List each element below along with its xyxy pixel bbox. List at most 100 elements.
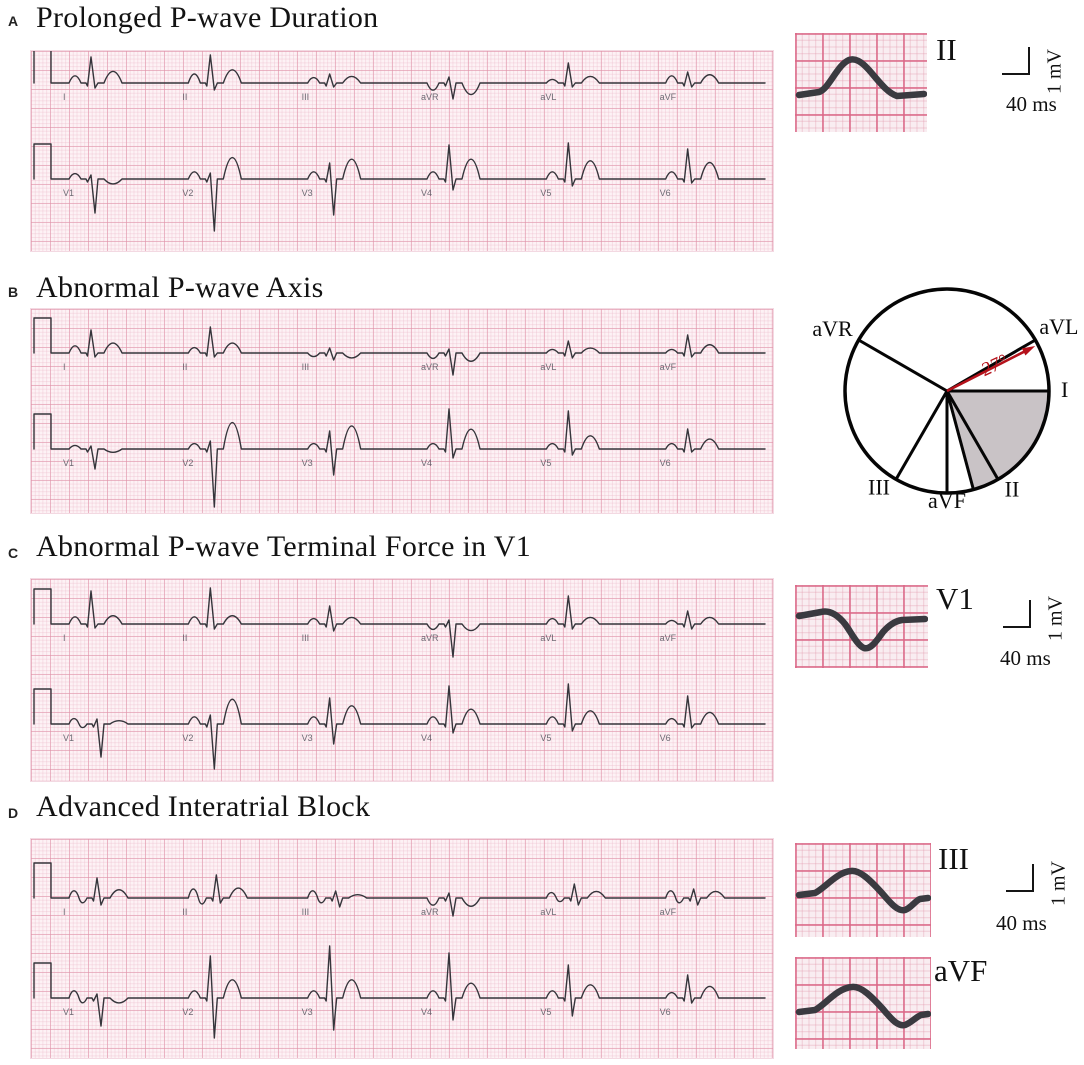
lead-label: V6: [659, 188, 671, 198]
lead-label: II: [182, 92, 188, 102]
ecg-strip-c: I II III aVR aVL aVF V1 V2 V3 V4 V5 V6: [30, 578, 774, 782]
pwave-trace: [795, 867, 931, 914]
lead-label: V3: [301, 458, 313, 468]
lead-label: aVF: [659, 362, 677, 372]
lead-label: I: [63, 92, 66, 102]
lead-label: I: [63, 633, 66, 643]
lead-label: V4: [421, 1007, 433, 1017]
lead-label: V1: [63, 188, 75, 198]
voltage-scale-label: 1 mV: [1044, 596, 1067, 641]
ecg-trace-svg: [33, 862, 766, 1039]
time-scale-label: 40 ms: [1000, 646, 1051, 670]
lead-label: aVF: [659, 92, 677, 102]
lead-label: aVL: [540, 92, 557, 102]
p-axis-angle-label: -27°: [972, 350, 1011, 383]
pwave-trace: [795, 608, 928, 652]
panel-b-letter: B: [8, 284, 19, 300]
pwave-magnified-trace-svg: [795, 56, 927, 100]
lead-label: III: [301, 633, 310, 643]
lead-label: V4: [421, 733, 433, 743]
p-axis-arrow: [946, 349, 1026, 393]
panel-a-letter: A: [8, 13, 19, 29]
ecg-strip-b: I II III aVR aVL aVF V1 V2 V3 V4 V5 V6: [30, 308, 774, 514]
lead-label: aVR: [421, 907, 439, 917]
inset-lead-label: III: [938, 841, 969, 876]
pwave-magnified-trace-svg: [795, 608, 928, 652]
lead-label: V5: [540, 188, 552, 198]
inset-lead-label: aVF: [934, 953, 988, 988]
pwave-inset-lead-avf: [795, 957, 931, 1049]
pwave-inset-lead-iii: [795, 843, 931, 937]
pwave-trace: [795, 56, 927, 100]
pwave-axis-diagram: -27° aVR aVL I II aVF III: [790, 282, 1084, 518]
ecg-trace-svg: [33, 51, 766, 232]
lead-label: aVR: [421, 362, 439, 372]
lead-label: aVR: [421, 633, 439, 643]
lead-label: V2: [182, 188, 194, 198]
pwave-inset-lead-ii: [795, 33, 927, 132]
lead-label: I: [63, 362, 66, 372]
lead-label: aVL: [540, 633, 557, 643]
inset-lead-label: V1: [936, 581, 974, 616]
axis-lead-label: aVL: [1039, 314, 1078, 339]
panel-d-title: Advanced Interatrial Block: [36, 790, 371, 823]
voltage-scale-label: 1 mV: [1047, 861, 1070, 906]
scale-bracket-icon: [1003, 600, 1031, 628]
lead-label: V3: [301, 733, 313, 743]
lead-label: aVL: [540, 362, 557, 372]
lead-label: V6: [659, 1007, 671, 1017]
lead-label: aVL: [540, 907, 557, 917]
inset-lead-label: II: [936, 32, 957, 67]
ecg-strip-a: I II III aVR aVL aVF V1 V2 V3 V4 V5 V6: [30, 50, 774, 252]
ecg-trace: [33, 317, 766, 376]
pwave-magnified-trace-svg: [795, 983, 931, 1029]
panel-c-letter: C: [8, 545, 19, 561]
normal-axis-shaded-sector: [947, 391, 1049, 490]
ecg-trace: [33, 587, 766, 658]
lead-label: V5: [540, 1007, 552, 1017]
lead-label: II: [182, 633, 188, 643]
lead-label: III: [301, 362, 310, 372]
axis-lead-label: I: [1061, 377, 1068, 402]
panel-b-title: Abnormal P-wave Axis: [36, 271, 324, 304]
lead-label: V3: [301, 188, 313, 198]
ecg-trace-svg: [33, 317, 766, 508]
lead-label: II: [182, 907, 188, 917]
lead-label: V6: [659, 458, 671, 468]
ecg-trace: [33, 945, 766, 1039]
time-scale-label: 40 ms: [996, 911, 1047, 935]
lead-label: V5: [540, 458, 552, 468]
lead-label: V3: [301, 1007, 313, 1017]
ecg-strip-d: I II III aVR aVL aVF V1 V2 V3 V4 V5 V6: [30, 838, 774, 1059]
lead-label: V2: [182, 458, 194, 468]
panel-a-title: Prolonged P-wave Duration: [36, 1, 379, 34]
time-scale-label: 40 ms: [1006, 92, 1057, 116]
panel-c-title: Abnormal P-wave Terminal Force in V1: [36, 530, 531, 563]
lead-label: V1: [63, 458, 75, 468]
ecg-trace: [33, 51, 766, 100]
pwave-trace: [795, 983, 931, 1029]
scale-bracket-icon: [1006, 864, 1034, 892]
axis-lead-label: III: [868, 474, 890, 499]
ecg-trace: [33, 408, 766, 508]
lead-label: V2: [182, 733, 194, 743]
lead-label: aVF: [659, 907, 677, 917]
axis-lead-label: aVF: [928, 488, 966, 513]
lead-label: aVR: [421, 92, 439, 102]
lead-label: V4: [421, 458, 433, 468]
axis-lead-label: II: [1005, 476, 1020, 501]
p-axis-arrowhead: [1021, 346, 1036, 356]
lead-label: aVF: [659, 633, 677, 643]
pwave-magnified-trace-svg: [795, 867, 931, 914]
panel-d-letter: D: [8, 805, 19, 821]
lead-label: V4: [421, 188, 433, 198]
lead-label: II: [182, 362, 188, 372]
lead-label: V1: [63, 1007, 75, 1017]
lead-label: III: [301, 92, 310, 102]
axis-spoke: [857, 338, 948, 393]
axis-spoke: [945, 390, 975, 490]
ecg-trace: [33, 683, 766, 770]
axis-spoke: [894, 390, 949, 481]
lead-label: III: [301, 907, 310, 917]
